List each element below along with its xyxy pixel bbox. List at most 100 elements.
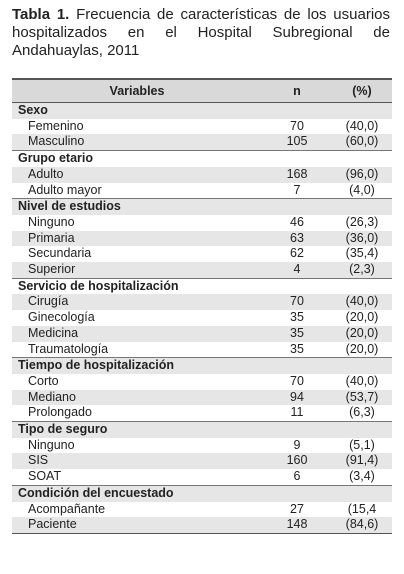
item-row: Ninguno 9 (5,1) xyxy=(12,438,392,454)
item-row: Ninguno 46 (26,3) xyxy=(12,215,392,231)
caption: Tabla 1. Frecuencia de características d… xyxy=(12,6,390,60)
item-row: Corto 70 (40,0) xyxy=(12,374,392,390)
caption-label: Tabla 1. xyxy=(12,6,70,23)
percent-cell: (91,4) xyxy=(332,453,392,470)
percent-cell: (15,4 xyxy=(347,501,377,516)
cell xyxy=(332,484,392,502)
group-row: Sexo xyxy=(12,101,392,119)
group-label: Tipo de seguro xyxy=(12,421,262,438)
item-row: Secundaria 62 (35,4) xyxy=(12,246,392,262)
group-label: Servicio de hospitalización xyxy=(12,277,262,295)
percent-cell: (26,3) xyxy=(345,214,379,229)
percent-cell: (2,3) xyxy=(332,262,392,279)
count-cell: 63 xyxy=(262,230,332,247)
group-label: Grupo etario xyxy=(12,150,262,167)
item-row: Prolongado 11 (6,3) xyxy=(12,405,392,421)
header-cell: n xyxy=(262,78,332,103)
percent-cell: (96,0) xyxy=(332,166,392,183)
count-cell: 35 xyxy=(262,325,332,342)
header-cell: Variables xyxy=(12,78,262,103)
group-row: Tiempo de hospitalización xyxy=(12,357,392,374)
percent-cell: (35,4) xyxy=(345,246,379,261)
cell xyxy=(262,277,332,295)
cell xyxy=(332,101,392,119)
percent-cell: (4,0) xyxy=(349,182,375,197)
cell xyxy=(262,484,332,502)
variable-cell: Ninguno xyxy=(28,214,75,229)
percent-cell: (36,0) xyxy=(332,230,392,247)
group-row: Nivel de estudios xyxy=(12,198,392,215)
cell xyxy=(332,421,392,438)
count-cell: 35 xyxy=(290,341,304,356)
cell xyxy=(332,150,392,167)
cell xyxy=(262,357,332,374)
variable-cell: SIS xyxy=(12,453,262,470)
group-row: Tipo de seguro xyxy=(12,421,392,438)
variable-cell: Ninguno xyxy=(28,437,75,452)
count-cell: 160 xyxy=(262,453,332,470)
cell xyxy=(332,277,392,295)
variable-cell: Medicina xyxy=(12,325,262,342)
variable-cell: Cirugía xyxy=(12,294,262,311)
item-row: Traumatología 35 (20,0) xyxy=(12,342,392,358)
header-cell: (%) xyxy=(332,78,392,103)
cell xyxy=(262,198,332,215)
variable-cell: Corto xyxy=(28,373,59,388)
item-row: Adulto 168 (96,0) xyxy=(12,166,392,183)
count-cell: 11 xyxy=(290,405,304,420)
count-cell: 62 xyxy=(290,246,304,261)
variable-cell: Adulto mayor xyxy=(28,182,102,197)
item-row: Medicina 35 (20,0) xyxy=(12,325,392,342)
item-row: Superior 4 (2,3) xyxy=(12,262,392,279)
count-cell: 6 xyxy=(293,469,301,484)
group-row: Servicio de hospitalización xyxy=(12,277,392,295)
item-row: Ginecología 35 (20,0) xyxy=(12,310,392,326)
count-cell: 70 xyxy=(262,294,332,311)
count-cell: 4 xyxy=(262,262,332,279)
count-cell: 46 xyxy=(290,214,304,229)
count-cell: 7 xyxy=(293,182,301,197)
cell xyxy=(332,357,392,374)
item-row: Primaria 63 (36,0) xyxy=(12,230,392,247)
variable-cell: Traumatología xyxy=(28,341,109,356)
count-cell: 94 xyxy=(262,389,332,406)
count-cell: 105 xyxy=(262,134,332,151)
item-row: SIS 160 (91,4) xyxy=(12,453,392,470)
variable-cell: Femenino xyxy=(28,118,84,133)
variable-cell: Adulto xyxy=(12,166,262,183)
percent-cell: (20,0) xyxy=(332,325,392,342)
item-row: Adulto mayor 7 (4,0) xyxy=(12,183,392,199)
variable-cell: Superior xyxy=(12,262,262,279)
item-row: Femenino 70 (40,0) xyxy=(12,119,392,135)
percent-cell: (20,0) xyxy=(345,341,379,356)
variable-cell: Primaria xyxy=(12,230,262,247)
cell xyxy=(262,101,332,119)
count-cell: 148 xyxy=(262,517,332,534)
cell xyxy=(262,421,332,438)
percent-cell: (6,3) xyxy=(349,405,375,420)
table: Variables n (%) Sexo Femenino 70 (40,0) Mascul… xyxy=(12,78,392,534)
variable-cell: Paciente xyxy=(12,517,262,534)
count-cell: 35 xyxy=(290,310,304,325)
percent-cell: (40,0) xyxy=(345,118,379,133)
group-row: Grupo etario xyxy=(12,150,392,167)
header-row: Variables n (%) xyxy=(12,78,392,103)
count-cell: 70 xyxy=(290,373,304,388)
cell xyxy=(332,198,392,215)
variable-cell: Ginecología xyxy=(28,310,95,325)
count-cell: 168 xyxy=(262,166,332,183)
caption-text: Frecuencia de características de los usu… xyxy=(12,6,390,59)
percent-cell: (20,0) xyxy=(345,310,379,325)
group-label: Tiempo de hospitalización xyxy=(12,357,262,374)
percent-cell: (40,0) xyxy=(332,294,392,311)
variable-cell: Masculino xyxy=(12,134,262,151)
item-row: Mediano 94 (53,7) xyxy=(12,389,392,406)
group-label: Nivel de estudios xyxy=(12,198,262,215)
variable-cell: Secundaria xyxy=(28,246,92,261)
percent-cell: (84,6) xyxy=(332,517,392,534)
count-cell: 27 xyxy=(290,501,304,516)
item-row: Acompañante 27 (15,4 xyxy=(12,502,392,518)
group-row: Condición del encuestado xyxy=(12,484,392,502)
variable-cell: SOAT xyxy=(28,469,62,484)
